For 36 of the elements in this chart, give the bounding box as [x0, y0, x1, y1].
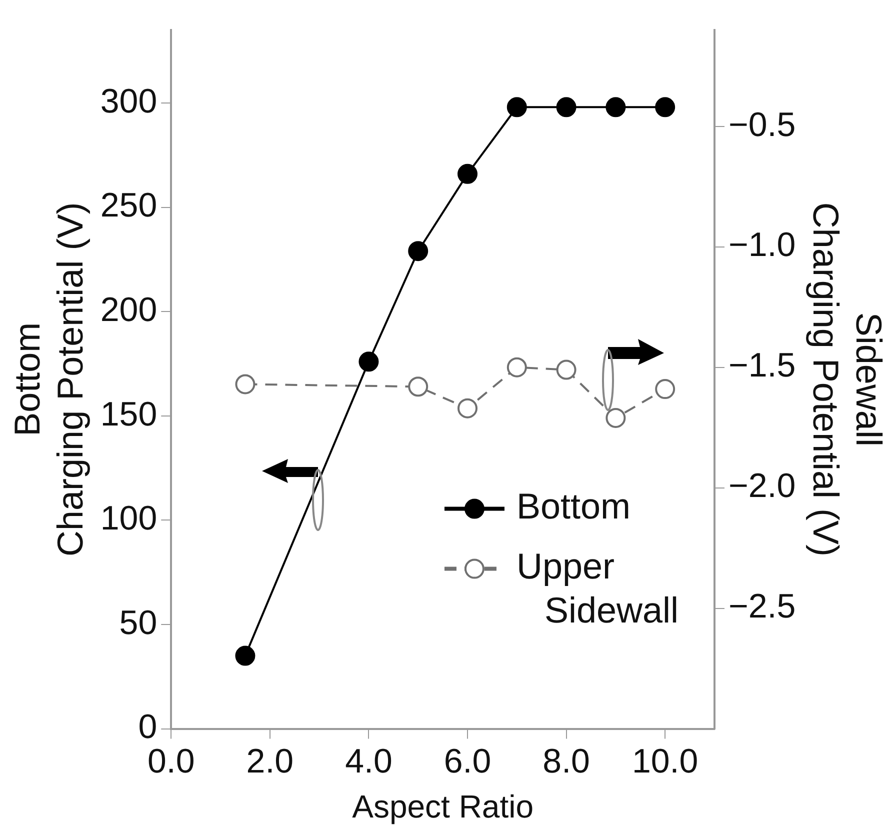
- point: [408, 376, 428, 397]
- point: [458, 164, 478, 184]
- y-tick-label: 50: [119, 604, 158, 642]
- point: [655, 379, 676, 400]
- legend-label: Upper Sidewall: [516, 546, 679, 631]
- point: [556, 360, 576, 380]
- y-tick-label: 150: [100, 395, 158, 434]
- point: [606, 408, 626, 428]
- y2-tick-label: −2.0: [728, 467, 796, 506]
- y-tick-label: 300: [100, 82, 158, 120]
- y-tick-label: 250: [100, 186, 158, 225]
- y2-tick-label: −2.5: [728, 588, 796, 626]
- point: [235, 646, 256, 666]
- y-tick-label: 200: [100, 290, 158, 329]
- x-tick-label: 10.0: [632, 742, 698, 781]
- legend-label: Bottom: [516, 486, 631, 527]
- y2-tick-label: −0.5: [728, 106, 796, 144]
- y-axis-title: Bottom Charging Potential (V): [6, 202, 91, 556]
- point: [408, 241, 428, 262]
- point: [506, 357, 527, 378]
- x-axis-title: Aspect Ratio: [352, 788, 534, 825]
- point: [506, 97, 527, 118]
- point: [358, 352, 379, 372]
- y-tick-label: 100: [100, 500, 158, 538]
- point: [458, 398, 478, 418]
- point: [235, 374, 256, 394]
- y2-tick-label: −1.5: [728, 346, 796, 385]
- y2-tick-label: −1.0: [728, 226, 796, 264]
- y2-axis-title: Sidewall Charging Potential (V): [805, 202, 890, 556]
- x-tick-label: 8.0: [542, 742, 590, 781]
- point: [655, 97, 676, 118]
- x-tick-label: 2.0: [246, 742, 294, 781]
- x-tick-label: 4.0: [345, 742, 392, 781]
- point: [556, 97, 576, 118]
- x-tick-label: 6.0: [444, 742, 492, 781]
- point: [606, 97, 626, 118]
